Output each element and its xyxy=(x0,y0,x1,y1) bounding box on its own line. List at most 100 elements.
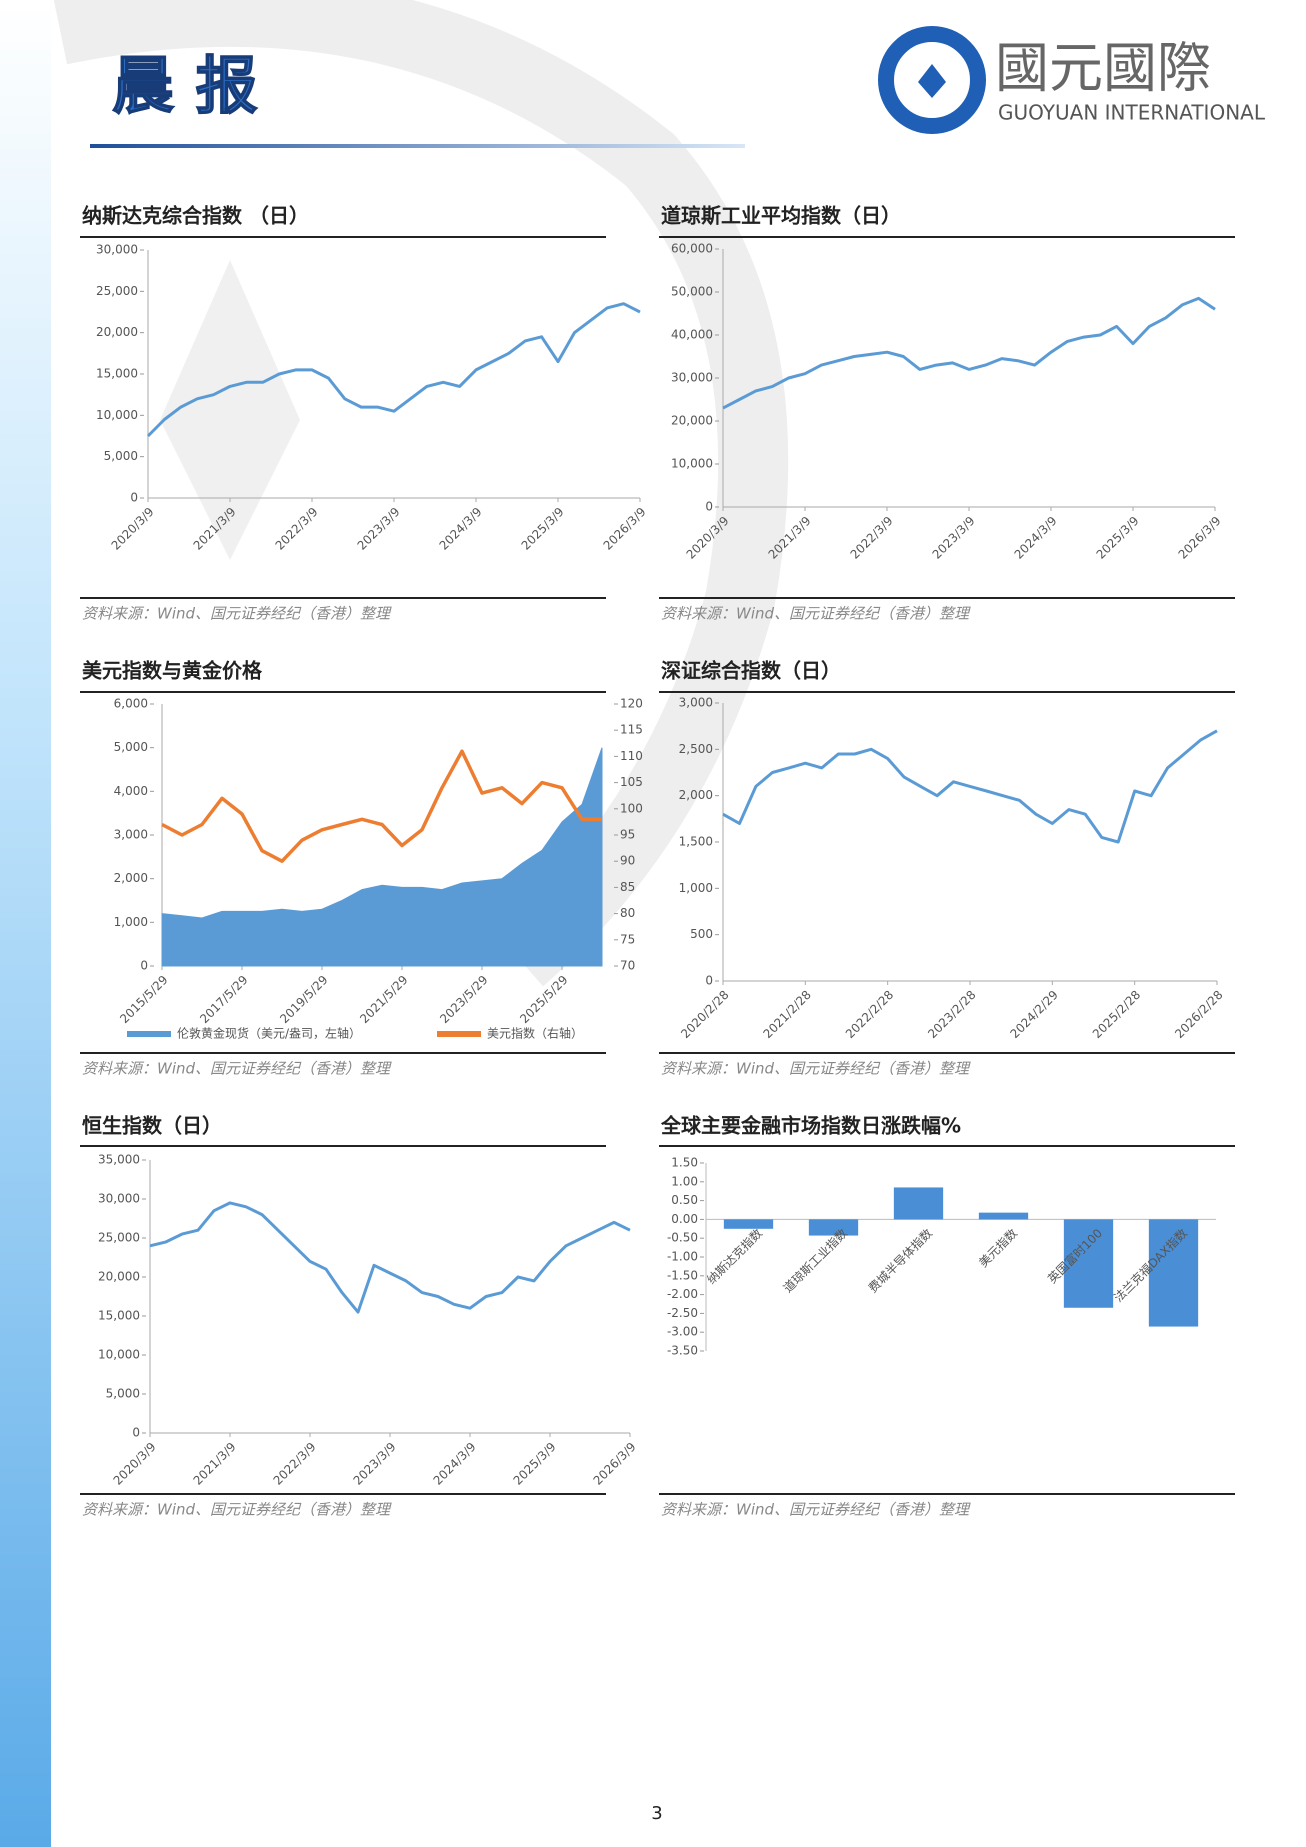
y-tick-label: 30,000 xyxy=(671,371,713,385)
y-tick-label: 90 xyxy=(620,854,635,868)
y-tick-label: 2,000 xyxy=(114,871,148,885)
y-tick-label: 5,000 xyxy=(104,449,138,463)
bar xyxy=(1148,1219,1199,1327)
line-series xyxy=(722,729,1218,844)
y-tick-label: 0 xyxy=(705,500,713,514)
y-tick-label: 120 xyxy=(620,697,643,711)
y-tick-label: 105 xyxy=(620,775,643,789)
x-tick-label: 2024/2/29 xyxy=(1008,988,1061,1041)
x-tick-label: 2019/5/29 xyxy=(277,973,330,1026)
chart-source: 资料来源：Wind、国元证券经纪（香港）整理 xyxy=(82,1501,392,1519)
x-tick-label: 2026/3/9 xyxy=(591,1440,639,1488)
x-tick-label: 2025/3/9 xyxy=(1094,514,1142,562)
y-tick-label: 75 xyxy=(620,932,635,946)
chart-title: 纳斯达克综合指数 （日） xyxy=(82,204,309,228)
x-tick-label: 美元指数 xyxy=(976,1225,1021,1270)
y-tick-label: -2.00 xyxy=(667,1287,698,1301)
y-tick-label: 500 xyxy=(690,927,713,941)
y-tick-label: 15,000 xyxy=(98,1309,140,1323)
y-tick-label: 10,000 xyxy=(671,457,713,471)
x-tick-label: 2025/3/9 xyxy=(519,505,567,553)
x-tick-label: 2024/3/9 xyxy=(1012,514,1060,562)
line-series xyxy=(161,749,602,863)
y-tick-label: 100 xyxy=(620,801,643,815)
x-tick-label: 2023/3/9 xyxy=(355,505,403,553)
x-tick-label: 2026/3/9 xyxy=(601,505,649,553)
y-tick-label: 0 xyxy=(705,974,713,988)
bar xyxy=(1063,1219,1114,1308)
y-tick-label: 25,000 xyxy=(96,284,138,298)
logo-cn: 國元國際 xyxy=(995,37,1211,100)
y-tick-label: 2,500 xyxy=(679,742,713,756)
x-tick-label: 2020/3/9 xyxy=(109,505,157,553)
line-series xyxy=(722,296,1216,410)
logo: 國元國際 GUOYUAN INTERNATIONAL xyxy=(878,26,1266,134)
y-tick-label: 0 xyxy=(130,491,138,505)
x-tick-label: 2021/3/9 xyxy=(191,1440,239,1488)
y-tick-label: 1,500 xyxy=(679,835,713,849)
legend-label: 美元指数（右轴） xyxy=(487,1026,583,1041)
y-tick-label: -3.50 xyxy=(667,1344,698,1358)
y-tick-label: 115 xyxy=(620,723,643,737)
y-tick-label: -1.50 xyxy=(667,1268,698,1282)
chart-title: 深证综合指数（日） xyxy=(661,659,841,683)
y-tick-label: 0 xyxy=(132,1426,140,1440)
page-title: 晨 报 xyxy=(112,49,258,122)
logo-en: GUOYUAN INTERNATIONAL xyxy=(998,101,1266,125)
x-tick-label: 2026/3/9 xyxy=(1176,514,1224,562)
x-tick-label: 2021/2/28 xyxy=(761,988,814,1041)
y-tick-label: 10,000 xyxy=(98,1348,140,1362)
title-rule xyxy=(90,144,745,148)
x-tick-label: 2023/5/29 xyxy=(437,973,490,1026)
chart-title: 道琼斯工业平均指数（日） xyxy=(661,204,901,228)
y-tick-label: 110 xyxy=(620,749,643,763)
watermark xyxy=(53,0,789,987)
y-tick-label: 20,000 xyxy=(98,1270,140,1284)
y-tick-label: 1.50 xyxy=(671,1156,698,1170)
x-tick-label: 2020/2/28 xyxy=(678,988,731,1041)
x-tick-label: 2024/3/9 xyxy=(437,505,485,553)
x-tick-label: 2023/2/28 xyxy=(925,988,978,1041)
y-tick-label: 4,000 xyxy=(114,784,148,798)
y-tick-label: 40,000 xyxy=(671,328,713,342)
x-tick-label: 2022/3/9 xyxy=(273,505,321,553)
y-tick-label: 1,000 xyxy=(114,915,148,929)
y-tick-label: -3.00 xyxy=(667,1325,698,1339)
y-tick-label: 80 xyxy=(620,906,635,920)
y-tick-label: 30,000 xyxy=(96,243,138,257)
y-tick-label: -1.00 xyxy=(667,1250,698,1264)
y-tick-label: 60,000 xyxy=(671,242,713,256)
y-tick-label: 5,000 xyxy=(106,1387,140,1401)
side-strip xyxy=(0,0,51,1847)
y-tick-label: 30,000 xyxy=(98,1192,140,1206)
x-tick-label: 2025/3/9 xyxy=(511,1440,559,1488)
x-tick-label: 2015/5/29 xyxy=(117,973,170,1026)
chart-source: 资料来源：Wind、国元证券经纪（香港）整理 xyxy=(82,605,392,623)
legend-label: 伦敦黄金现货（美元/盎司，左轴） xyxy=(177,1026,361,1041)
x-tick-label: 2021/5/29 xyxy=(357,973,410,1026)
y-tick-label: 0 xyxy=(140,959,148,973)
bar xyxy=(978,1212,1029,1220)
chart-source: 资料来源：Wind、国元证券经纪（香港）整理 xyxy=(661,605,971,623)
x-tick-label: 2022/3/9 xyxy=(848,514,896,562)
chart-title: 全球主要金融市场指数日涨跌幅% xyxy=(660,1114,961,1138)
y-tick-label: 70 xyxy=(620,959,635,973)
chart-title: 美元指数与黄金价格 xyxy=(82,659,263,683)
y-tick-label: 50,000 xyxy=(671,285,713,299)
x-tick-label: 费城半导体指数 xyxy=(865,1225,935,1295)
y-tick-label: 1,000 xyxy=(679,881,713,895)
y-tick-label: 20,000 xyxy=(671,414,713,428)
y-tick-label: 25,000 xyxy=(98,1231,140,1245)
x-tick-label: 2017/5/29 xyxy=(197,973,250,1026)
x-tick-label: 2026/2/28 xyxy=(1172,988,1225,1041)
y-tick-label: 35,000 xyxy=(98,1153,140,1167)
x-tick-label: 2022/3/9 xyxy=(271,1440,319,1488)
chart-source: 资料来源：Wind、国元证券经纪（香港）整理 xyxy=(82,1060,392,1078)
y-tick-label: -2.50 xyxy=(667,1306,698,1320)
x-tick-label: 2023/3/9 xyxy=(930,514,978,562)
y-tick-label: -0.50 xyxy=(667,1231,698,1245)
x-tick-label: 2020/3/9 xyxy=(111,1440,159,1488)
y-tick-label: 15,000 xyxy=(96,367,138,381)
bar xyxy=(893,1187,944,1220)
